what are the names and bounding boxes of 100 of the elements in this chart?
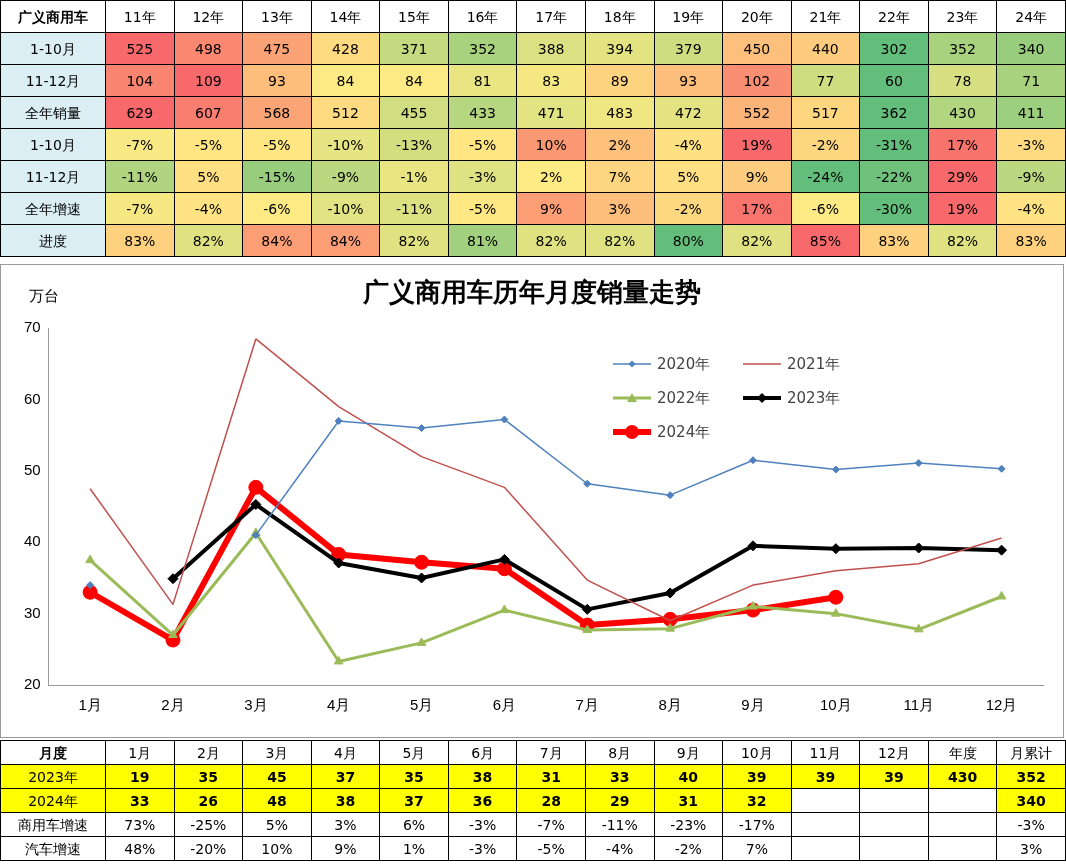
data-label: 10% — [516, 128, 586, 161]
legend-label: 2024年 — [657, 422, 711, 442]
data-label: 498 — [174, 32, 243, 65]
data-label: -7% — [105, 192, 175, 225]
x-tick-label: 7月 — [575, 696, 599, 714]
data-label: 352 — [996, 764, 1066, 789]
data-label: 82% — [379, 224, 449, 257]
data-label: 102 — [722, 64, 792, 97]
data-label: 29 — [585, 788, 654, 813]
data-label: 85% — [791, 224, 860, 257]
data-label: -3% — [996, 128, 1066, 161]
data-label: 71 — [996, 64, 1066, 97]
data-label: 37 — [379, 788, 449, 813]
data-label: 36 — [448, 788, 517, 813]
data-label: -6% — [242, 192, 312, 225]
data-label: 48% — [105, 836, 175, 861]
data-label: 568 — [242, 96, 312, 129]
data-label: 82% — [722, 224, 792, 257]
data-label: 302 — [859, 32, 929, 65]
data-label: -11% — [105, 160, 175, 193]
y-tick-label: 1-10月 — [0, 32, 106, 65]
y-tick-label: 30 — [24, 603, 41, 621]
y-tick-label: 50 — [24, 461, 41, 479]
data-label: 433 — [448, 96, 517, 129]
data-label: 10% — [242, 836, 312, 861]
data-label: 84% — [311, 224, 380, 257]
data-label: 77 — [791, 64, 860, 97]
data-label: 483 — [585, 96, 654, 129]
x-tick-label: 9月 — [741, 696, 765, 714]
y-tick-label: 汽车增速 — [0, 836, 106, 861]
data-label: 450 — [722, 32, 792, 65]
x-tick-label: 11月 — [791, 740, 860, 765]
data-label: -31% — [859, 128, 929, 161]
y-axis-title: 万台 — [29, 287, 59, 305]
data-label: 28 — [516, 788, 586, 813]
data-label: 525 — [105, 32, 175, 65]
data-label: -2% — [791, 128, 860, 161]
data-label: -7% — [516, 812, 586, 837]
data-label: 607 — [174, 96, 243, 129]
data-label: 82% — [928, 224, 997, 257]
data-label: 82% — [174, 224, 243, 257]
data-label: 33 — [585, 764, 654, 789]
x-tick-label: 5月 — [409, 696, 434, 714]
data-label: 3% — [996, 836, 1066, 861]
data-label: 471 — [516, 96, 586, 129]
x-tick-label: 5月 — [379, 740, 449, 765]
data-label: 89 — [585, 64, 654, 97]
x-tick-label: 8月 — [585, 740, 654, 765]
x-tick-label: 月累计 — [996, 740, 1066, 765]
data-label: -2% — [654, 836, 723, 861]
y-tick-label: 60 — [24, 389, 41, 407]
data-label: 40 — [654, 764, 723, 789]
data-label: -4% — [174, 192, 243, 225]
x-tick-label: 20年 — [722, 0, 792, 33]
x-tick-label: 18年 — [585, 0, 654, 33]
y-tick-label: 40 — [24, 532, 41, 550]
x-tick-label: 4月 — [327, 696, 351, 714]
data-label: 430 — [928, 96, 997, 129]
data-label: 17% — [722, 192, 792, 225]
x-tick-label: 12年 — [174, 0, 243, 33]
data-label: -3% — [448, 160, 517, 193]
data-label: -20% — [174, 836, 243, 861]
data-label: -3% — [996, 812, 1066, 837]
data-label: 39 — [791, 764, 860, 789]
x-tick-label: 3月 — [244, 696, 268, 714]
x-tick-label: 3月 — [242, 740, 312, 765]
data-label: 109 — [174, 64, 243, 97]
data-label: -5% — [174, 128, 243, 161]
data-label: 81% — [448, 224, 517, 257]
x-tick-label: 8月 — [658, 696, 682, 714]
data-label: -5% — [242, 128, 312, 161]
x-tick-label: 11月 — [903, 696, 934, 714]
data-label: 104 — [105, 64, 175, 97]
data-label: -30% — [859, 192, 929, 225]
data-label: 32 — [722, 788, 792, 813]
x-tick-label: 17年 — [516, 0, 586, 33]
legend-label: 2020年 — [657, 354, 711, 374]
data-label: -5% — [516, 836, 586, 861]
x-tick-label: 13年 — [242, 0, 312, 33]
data-label: 83 — [516, 64, 586, 97]
y-tick-label: 70 — [24, 318, 41, 336]
data-label: -22% — [859, 160, 929, 193]
data-label: 440 — [791, 32, 860, 65]
x-tick-label: 6月 — [492, 696, 517, 714]
data-label: 5% — [242, 812, 312, 837]
x-tick-label: 年度 — [928, 740, 997, 765]
x-tick-label: 15年 — [379, 0, 449, 33]
x-tick-label: 10月 — [722, 740, 792, 765]
data-label: -2% — [654, 192, 723, 225]
data-label: 19% — [928, 192, 997, 225]
data-label: 83% — [996, 224, 1066, 257]
data-label: 340 — [996, 788, 1066, 813]
data-label: 352 — [928, 32, 997, 65]
data-label: 93 — [242, 64, 312, 97]
data-label: 73% — [105, 812, 175, 837]
data-label: -10% — [311, 128, 380, 161]
y-tick-label: 20 — [24, 675, 41, 693]
data-label: 3% — [585, 192, 654, 225]
data-label: 5% — [654, 160, 723, 193]
data-label: 2% — [516, 160, 586, 193]
